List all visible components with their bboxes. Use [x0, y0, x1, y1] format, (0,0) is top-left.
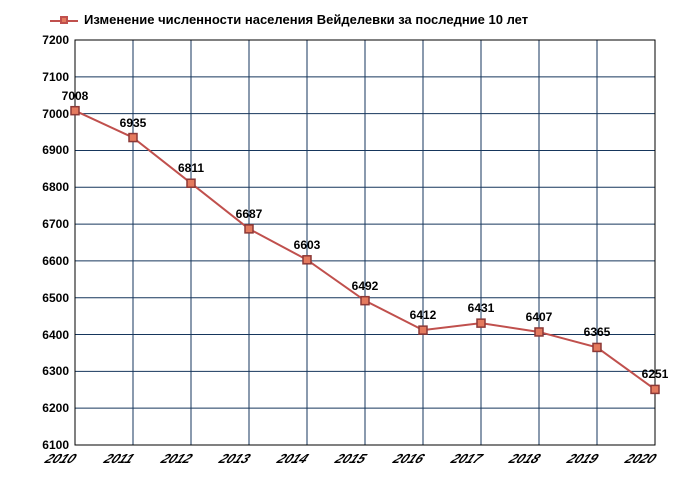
data-point-label: 6407 [526, 310, 553, 324]
y-tick-label: 6700 [42, 217, 69, 231]
data-point-label: 6935 [120, 116, 147, 130]
data-point-label: 6251 [642, 367, 669, 381]
data-point-label: 6811 [178, 161, 204, 175]
y-tick-label: 6900 [42, 143, 69, 157]
data-point-label: 7008 [62, 89, 89, 103]
data-point-label: 6492 [352, 279, 379, 293]
data-point-label: 6431 [468, 301, 495, 315]
legend: Изменение численности населения Вейделев… [50, 12, 528, 27]
y-tick-label: 6600 [42, 254, 69, 268]
data-point-label: 6412 [410, 308, 437, 322]
y-tick-label: 6800 [42, 180, 69, 194]
data-point-label: 6603 [294, 238, 321, 252]
y-tick-label: 6200 [42, 401, 69, 415]
chart-svg [0, 0, 680, 500]
legend-label: Изменение численности населения Вейделев… [84, 12, 528, 27]
y-tick-label: 7200 [42, 33, 69, 47]
data-point-label: 6687 [236, 207, 263, 221]
y-tick-label: 7000 [42, 107, 69, 121]
data-point-label: 6365 [584, 325, 611, 339]
y-tick-label: 6400 [42, 328, 69, 342]
y-tick-label: 6300 [42, 364, 69, 378]
legend-marker [50, 14, 78, 26]
y-tick-label: 6500 [42, 291, 69, 305]
chart-container: Изменение численности населения Вейделев… [0, 0, 680, 500]
y-tick-label: 7100 [42, 70, 69, 84]
y-tick-label: 6100 [42, 438, 69, 452]
